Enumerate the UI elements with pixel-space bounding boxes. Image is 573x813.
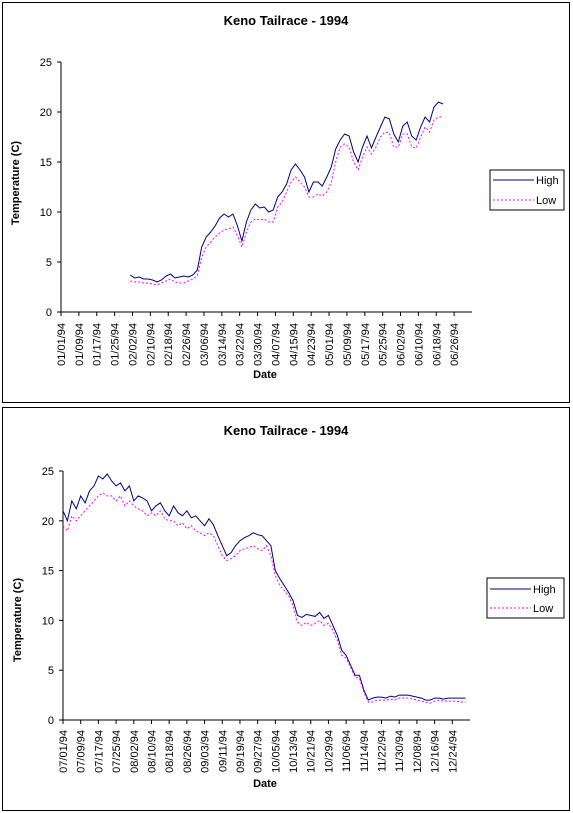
legend: High Low xyxy=(489,169,565,211)
chart-panel-jan-jun: Keno Tailrace - 1994 Temperature (C) Dat… xyxy=(2,2,570,403)
y-tick-label: 5 xyxy=(46,257,52,269)
x-tick-label: 12/16/94 xyxy=(430,730,442,773)
chart-jan-jun-svg: Keno Tailrace - 1994 Temperature (C) Dat… xyxy=(10,13,565,381)
series-high-line xyxy=(62,473,466,701)
x-tick-label: 04/15/94 xyxy=(288,323,300,366)
x-tick-label: 10/29/94 xyxy=(323,730,335,773)
y-tick-label: 20 xyxy=(40,107,52,119)
axes: 0 5 10 15 20 25 07/01/94 07/09/94 07/17/94 07/25/… xyxy=(42,466,470,773)
y-tick-label: 25 xyxy=(40,57,52,69)
chart-jul-dec-svg: Keno Tailrace - 1994 Temperature (C) Dat… xyxy=(12,423,565,790)
legend-high-label: High xyxy=(536,175,559,187)
x-tick-label: 02/02/94 xyxy=(127,323,139,366)
x-tick-label: 05/25/94 xyxy=(378,323,390,366)
y-tick-label: 20 xyxy=(42,516,54,528)
y-tick-label: 25 xyxy=(42,466,54,478)
x-tick-label: 07/17/94 xyxy=(93,730,105,773)
x-tick-label: 07/01/94 xyxy=(58,730,70,773)
x-tick-label: 05/17/94 xyxy=(360,323,372,366)
x-tick-label: 06/02/94 xyxy=(396,323,408,366)
legend-box xyxy=(489,169,565,211)
x-tick-label: 03/06/94 xyxy=(199,323,211,366)
x-tick-label: 11/30/94 xyxy=(394,730,406,772)
x-tick-label: 11/22/94 xyxy=(377,730,389,772)
y-tick-label: 10 xyxy=(42,615,54,627)
y-tick-label: 15 xyxy=(40,157,52,169)
x-tick-label: 08/26/94 xyxy=(182,730,194,773)
y-axis-title: Temperature (C) xyxy=(10,141,22,225)
x-tick-label: 11/14/94 xyxy=(359,730,371,772)
x-tick-label: 10/05/94 xyxy=(270,730,282,773)
x-tick-label: 03/22/94 xyxy=(235,323,247,366)
x-tick-label: 10/21/94 xyxy=(306,730,318,773)
x-tick-label: 01/01/94 xyxy=(56,323,68,366)
series-high-line xyxy=(129,101,444,283)
legend: High Low xyxy=(486,577,565,619)
x-tick-label: 10/13/94 xyxy=(288,730,300,773)
x-tick-label: 12/24/94 xyxy=(447,730,459,773)
x-tick-label: 09/27/94 xyxy=(253,730,265,773)
x-tick-label: 08/18/94 xyxy=(164,730,176,773)
x-tick-label: 07/25/94 xyxy=(111,730,123,773)
x-tick-label: 05/01/94 xyxy=(324,323,336,366)
x-tick-label: 05/09/94 xyxy=(342,323,354,366)
x-tick-label: 07/09/94 xyxy=(76,730,88,773)
chart-title: Keno Tailrace - 1994 xyxy=(224,423,350,438)
x-tick-label: 02/10/94 xyxy=(145,323,157,366)
x-tick-label: 04/07/94 xyxy=(270,323,282,366)
legend-box xyxy=(486,577,565,619)
x-tick-label: 12/08/94 xyxy=(412,730,424,773)
series-low-line xyxy=(130,116,443,286)
x-tick-label: 06/26/94 xyxy=(449,323,461,366)
x-tick-label: 06/10/94 xyxy=(413,323,425,366)
x-tick-label: 02/18/94 xyxy=(163,323,175,366)
x-tick-label: 09/11/94 xyxy=(217,730,229,772)
x-tick-label: 03/30/94 xyxy=(253,323,265,366)
legend-low-label: Low xyxy=(536,195,556,207)
y-axis-title: Temperature (C) xyxy=(12,578,24,662)
x-tick-label: 09/19/94 xyxy=(235,730,247,773)
legend-high-label: High xyxy=(533,584,556,596)
chart-panel-jul-dec: Keno Tailrace - 1994 Temperature (C) Dat… xyxy=(2,407,570,811)
x-axis-title: Date xyxy=(253,369,277,381)
axes: 0 5 10 15 20 25 01/01/94 01/09/94 01/17/94 01/25/… xyxy=(40,57,472,366)
x-tick-label: 02/26/94 xyxy=(181,323,193,366)
x-tick-label: 01/25/94 xyxy=(110,323,122,366)
x-tick-label: 09/03/94 xyxy=(200,730,212,773)
x-tick-label: 01/17/94 xyxy=(92,323,104,366)
x-tick-label: 03/14/94 xyxy=(217,323,229,366)
chart-title: Keno Tailrace - 1994 xyxy=(224,13,350,28)
x-tick-label: 11/06/94 xyxy=(341,730,353,772)
x-tick-label: 04/23/94 xyxy=(306,323,318,366)
y-tick-label: 5 xyxy=(48,665,54,677)
y-tick-label: 0 xyxy=(48,715,54,727)
x-tick-label: 08/02/94 xyxy=(129,730,141,773)
series-low-line xyxy=(62,492,466,704)
x-tick-label: 01/09/94 xyxy=(74,323,86,366)
x-tick-label: 08/10/94 xyxy=(146,730,158,773)
x-tick-label: 06/18/94 xyxy=(431,323,443,366)
y-tick-label: 10 xyxy=(40,207,52,219)
legend-low-label: Low xyxy=(533,603,553,615)
x-axis-title: Date xyxy=(253,778,277,790)
y-tick-label: 15 xyxy=(42,566,54,578)
y-tick-label: 0 xyxy=(46,307,52,319)
